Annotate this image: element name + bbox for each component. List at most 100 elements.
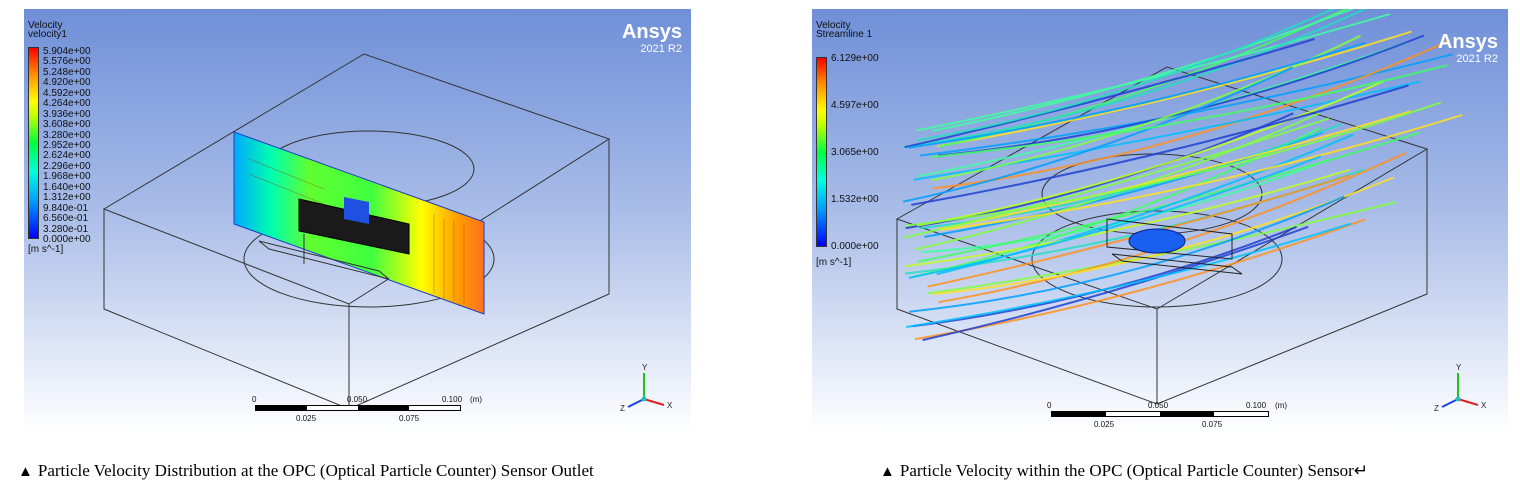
streamline	[922, 225, 1309, 342]
right-tick: 1.532e+00	[831, 194, 879, 205]
streamline-panel: Velocity Streamline 1 6.129e+00 4.597e+00…	[812, 9, 1508, 433]
streamline	[916, 9, 1336, 142]
scale-label-100: 0.100	[442, 395, 463, 404]
streamline	[912, 126, 1321, 278]
legend-title: Velocity velocity1	[28, 20, 67, 40]
legend-variable: Velocity	[28, 20, 63, 31]
brand: Ansys 2021 R2	[621, 21, 682, 56]
left-tick: 4.264e+00	[43, 98, 91, 110]
contour-scene	[102, 53, 611, 410]
caption-marker: ▲	[18, 464, 33, 480]
streamline-scene	[895, 9, 1463, 405]
axis-y-label: Y	[1456, 363, 1462, 372]
left-tick: 3.608e+00	[43, 119, 91, 131]
left-tick: 0.000e+00	[43, 234, 91, 245]
streamline	[932, 39, 1451, 190]
scale-label-025: 0.025	[296, 414, 317, 423]
caption-text: Particle Velocity Distribution at the OP…	[37, 461, 594, 480]
scale-label-100: 0.100	[1246, 401, 1267, 410]
scale-label-075: 0.075	[1202, 420, 1223, 429]
caption-right: ▲ Particle Velocity within the OPC (Optic…	[880, 461, 1368, 481]
left-tick: 5.248e+00	[43, 66, 91, 78]
caption-text: Particle Velocity within the OPC (Optica…	[899, 461, 1368, 480]
brand-name: Ansys	[621, 21, 682, 43]
streamline	[936, 110, 1412, 231]
sensor-body	[298, 198, 410, 255]
brand-name: Ansys	[1437, 31, 1498, 53]
streamline	[911, 84, 1409, 206]
axis-z-label: Z	[1434, 404, 1439, 413]
left-tick: 2.296e+00	[43, 160, 91, 172]
streamline	[903, 117, 1330, 239]
right-tick: 6.129e+00	[831, 53, 879, 64]
scale-label-050: 0.050	[1148, 401, 1169, 410]
streamline	[917, 41, 1408, 178]
left-tick: 1.640e+00	[43, 181, 91, 193]
streamline	[906, 222, 1352, 328]
axis-x-label: X	[1481, 401, 1487, 410]
scale-label-075: 0.075	[399, 414, 420, 423]
left-tick: 3.280e-01	[43, 223, 89, 235]
axis-triad: Y X Z	[620, 363, 673, 413]
scale-label-0: 0	[1047, 401, 1052, 410]
legend-subtitle: Streamline 1	[816, 29, 873, 40]
axis-x-label: X	[667, 401, 673, 410]
streamline	[904, 101, 1442, 227]
streamline	[931, 34, 1361, 182]
sensor-core	[1106, 218, 1243, 275]
left-tick: 1.968e+00	[43, 171, 91, 183]
left-tick: 6.560e-01	[43, 213, 89, 225]
streamline	[902, 66, 1294, 203]
brand-version: 2021 R2	[640, 43, 682, 55]
left-tick: 5.576e+00	[43, 56, 91, 68]
scale-unit: (m)	[1275, 401, 1287, 410]
streamlines	[902, 9, 1463, 342]
left-tick: 9.840e-01	[43, 202, 89, 214]
axis-z-label: Z	[620, 404, 625, 413]
legend-units: [m s^-1]	[28, 244, 64, 255]
streamline	[940, 113, 1463, 231]
scale-label-050: 0.050	[347, 395, 368, 404]
caption-left: ▲ Particle Velocity Distribution at the O…	[18, 461, 594, 481]
left-tick: 2.952e+00	[43, 140, 91, 151]
color-bar	[28, 47, 39, 239]
streamline	[904, 38, 1315, 149]
axis-y-label: Y	[642, 363, 648, 372]
axis-triad: Y X Z	[1434, 363, 1487, 413]
right-tick: 3.065e+00	[831, 147, 879, 158]
velocity-contour-panel: Velocity velocity1 5.904e+00 5.576e+00 5.2…	[24, 9, 691, 433]
scale-bar	[255, 405, 461, 411]
streamline	[916, 13, 1391, 132]
scale-label-025: 0.025	[1094, 420, 1115, 429]
left-tick: 3.936e+00	[43, 108, 91, 120]
legend-title: Velocity Streamline 1	[816, 21, 873, 40]
streamline	[905, 168, 1351, 268]
caption-marker: ▲	[880, 464, 895, 480]
streamline	[913, 80, 1421, 181]
streamline	[932, 9, 1355, 132]
streamline	[902, 9, 1368, 148]
brand: Ansys 2021 R2	[1437, 31, 1498, 66]
streamline	[908, 155, 1322, 279]
left-tick: 5.904e+00	[43, 46, 91, 57]
streamline	[937, 30, 1412, 148]
streamline	[930, 64, 1448, 158]
scale-unit: (m)	[470, 395, 482, 404]
left-tick: 3.280e+00	[43, 129, 91, 141]
right-tick: 0.000e+00	[831, 241, 879, 252]
left-tick: 1.312e+00	[43, 192, 91, 204]
streamline	[916, 80, 1384, 227]
streamline	[908, 41, 1367, 149]
legend-units: [m s^-1]	[816, 257, 852, 268]
scale-label-0: 0	[252, 395, 257, 404]
left-tick: 4.920e+00	[43, 77, 91, 89]
right-tick: 4.597e+00	[831, 100, 879, 111]
streamline	[937, 34, 1425, 157]
streamline	[908, 195, 1345, 313]
legend-subtitle: velocity1	[28, 29, 67, 40]
brand-version: 2021 R2	[1456, 53, 1498, 65]
left-tick: 2.624e+00	[43, 150, 91, 162]
scale-bar	[1051, 411, 1269, 417]
left-tick: 4.592e+00	[43, 87, 91, 99]
color-bar	[816, 57, 827, 247]
